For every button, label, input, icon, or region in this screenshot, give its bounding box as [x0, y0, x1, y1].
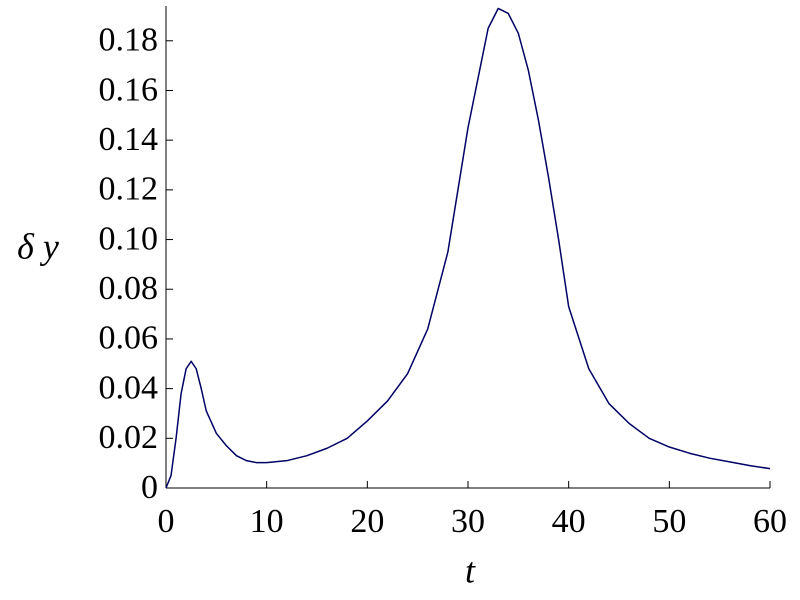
x-tick-label: 20 [350, 503, 384, 540]
y-tick-label: 0.04 [99, 369, 159, 406]
y-tick-label: 0.18 [99, 22, 159, 59]
y-tick-label: 0 [141, 469, 158, 506]
y-tick-label: 0.10 [99, 220, 159, 257]
data-line [165, 7, 771, 489]
x-tick-label: 50 [652, 503, 686, 540]
x-tick-label: 40 [552, 503, 586, 540]
x-tick-label: 0 [158, 503, 175, 540]
y-tick-label: 0.14 [99, 121, 159, 158]
x-tick-label: 30 [451, 503, 485, 540]
y-tick-label: 0.08 [99, 270, 159, 307]
y-tick-label: 0.06 [99, 320, 159, 357]
y-tick-label: 0.16 [99, 71, 159, 108]
x-tick-label: 60 [753, 503, 787, 540]
y-tick-label: 0.12 [99, 171, 159, 208]
x-axis-title: t [465, 550, 476, 590]
x-tick-label: 10 [250, 503, 284, 540]
y-axis-title: δ y [17, 226, 59, 266]
y-tick-label: 0.02 [99, 419, 159, 456]
